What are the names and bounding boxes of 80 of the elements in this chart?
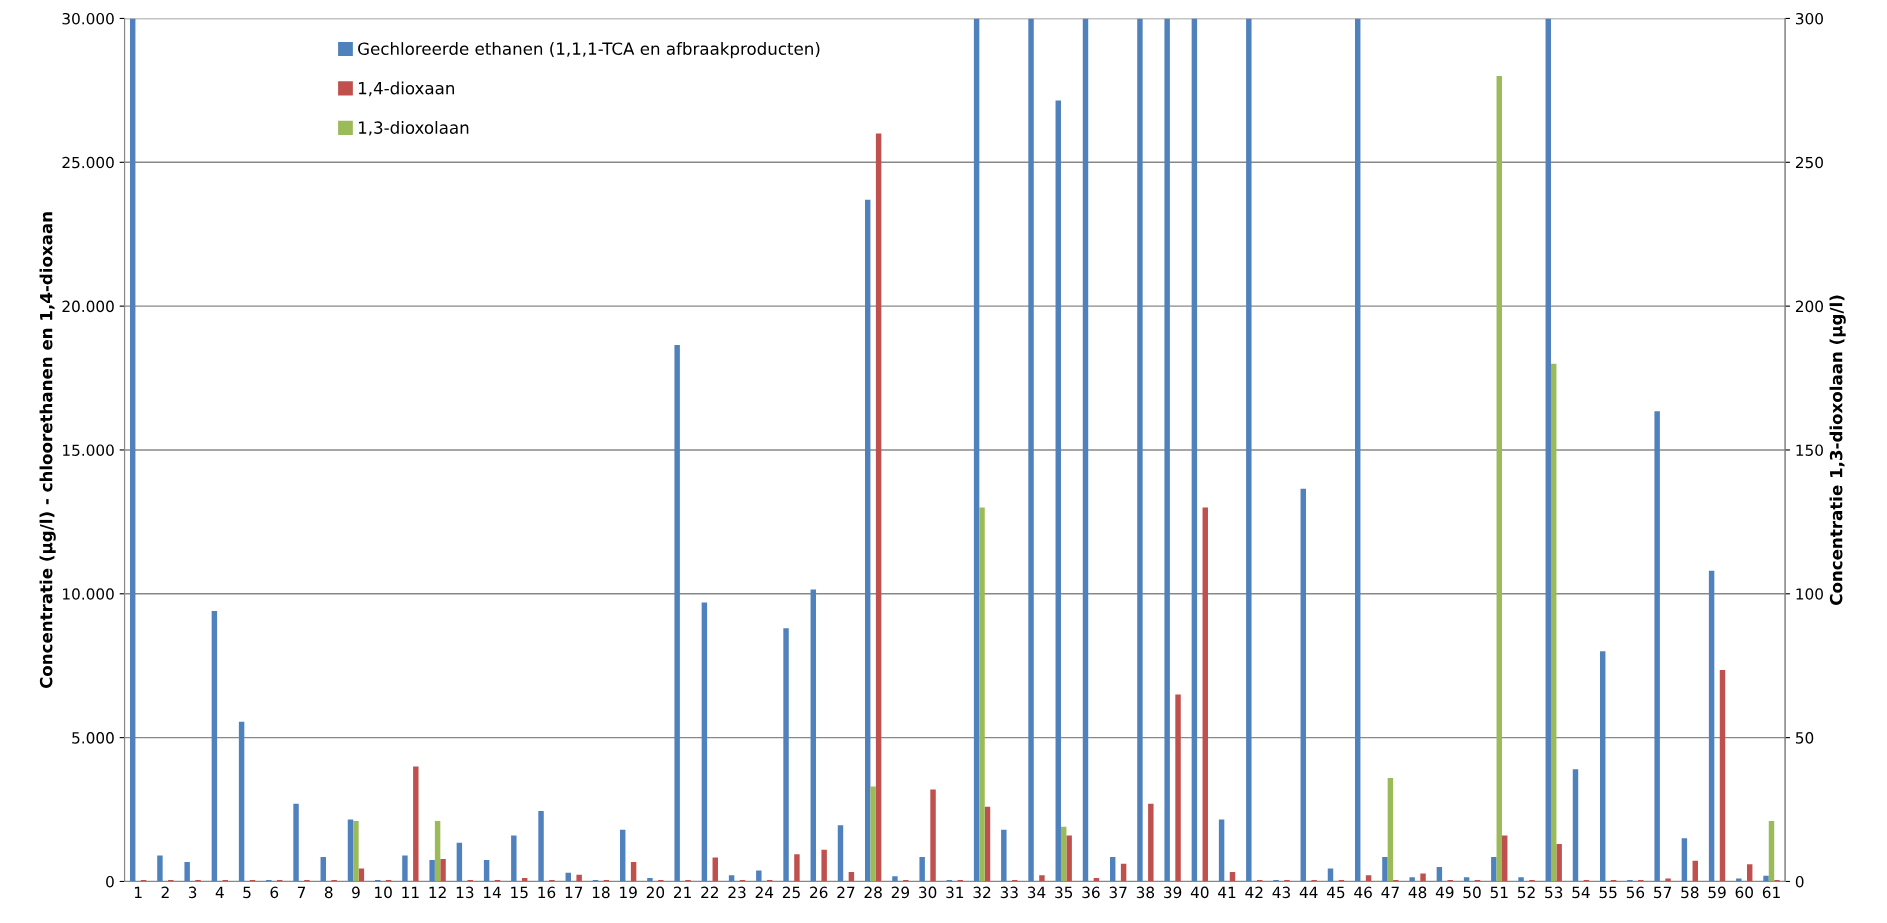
y-tick-label: 30.000 <box>62 12 114 25</box>
x-tick-label: 49 <box>1435 886 1454 899</box>
x-tick-label: 42 <box>1245 886 1263 898</box>
x-tick-label: 14 <box>484 886 501 898</box>
x-tick-label: 45 <box>1326 886 1345 899</box>
x-tick-label: 32 <box>973 886 991 899</box>
x-tick-label: 44 <box>1299 886 1318 898</box>
x-tick-label: 22 <box>701 886 719 898</box>
x-tick-label: 38 <box>1136 886 1155 899</box>
x-tick-label: 59 <box>1708 886 1726 899</box>
x-tick-label: 18 <box>592 886 610 899</box>
y2-tick-label: 50 <box>1796 732 1814 744</box>
x-tick-label: 43 <box>1272 886 1290 899</box>
x-tick-label: 37 <box>1109 886 1127 899</box>
x-tick-label: 1 <box>134 886 142 898</box>
x-tick-label: 33 <box>1000 886 1018 899</box>
x-tick-label: 36 <box>1082 886 1100 899</box>
y2-tick-label: 0 <box>1795 875 1804 888</box>
x-tick-label: 9 <box>352 886 360 899</box>
legend-label: 1,3-dioxolaan <box>358 121 469 136</box>
x-tick-label: 16 <box>538 886 556 899</box>
x-tick-label: 50 <box>1463 886 1481 899</box>
y-tick-label: 15.000 <box>63 444 114 456</box>
x-tick-label: 20 <box>646 886 665 899</box>
x-tick-label: 41 <box>1218 886 1236 898</box>
y-tick-label: 0 <box>106 875 114 888</box>
x-tick-label: 35 <box>1055 886 1073 899</box>
x-tick-label: 55 <box>1599 886 1617 899</box>
x-tick-label: 29 <box>891 886 910 899</box>
y2-tick-label: 100 <box>1796 588 1823 600</box>
legend-label: 1,4-dioxaan <box>358 81 454 97</box>
x-tick-label: 13 <box>456 886 474 899</box>
x-tick-label: 6 <box>270 886 279 899</box>
x-tick-label: 11 <box>402 886 419 898</box>
y-axis-title: Concentratie (µg/l) - chloorethanen en 1,4-dioxaan <box>39 212 56 689</box>
x-tick-label: 5 <box>243 886 251 899</box>
y2-axis-title: Concentratie 1,3-dioxolaan (µg/l) <box>1829 295 1846 605</box>
x-tick-label: 54 <box>1572 886 1590 899</box>
x-tick-label: 30 <box>919 886 937 899</box>
x-tick-label: 10 <box>375 886 392 899</box>
x-tick-label: 51 <box>1490 886 1508 899</box>
x-tick-label: 17 <box>565 886 583 898</box>
y-tick-label: 10.000 <box>63 588 114 600</box>
x-tick-label: 60 <box>1735 886 1753 899</box>
x-tick-label: 56 <box>1626 886 1645 899</box>
x-tick-label: 24 <box>755 886 774 898</box>
y-tick-label: 20.000 <box>62 300 114 313</box>
x-tick-label: 39 <box>1164 886 1182 899</box>
x-tick-label: 19 <box>620 886 637 899</box>
x-tick-label: 8 <box>324 886 333 899</box>
x-tick-label: 2 <box>161 886 169 898</box>
x-tick-label: 34 <box>1027 886 1046 899</box>
x-tick-label: 4 <box>215 886 224 898</box>
y-tick-label: 25.000 <box>62 156 114 169</box>
x-tick-label: 61 <box>1762 886 1780 899</box>
x-tick-label: 28 <box>864 886 882 899</box>
x-tick-label: 58 <box>1681 886 1699 899</box>
x-tick-label: 40 <box>1190 886 1209 899</box>
x-tick-label: 52 <box>1517 886 1535 899</box>
x-tick-label: 57 <box>1654 886 1672 899</box>
x-tick-label: 48 <box>1408 886 1427 899</box>
x-tick-label: 26 <box>810 886 828 899</box>
y-tick-label: 5.000 <box>72 732 114 744</box>
x-tick-label: 12 <box>429 886 446 898</box>
x-tick-label: 46 <box>1354 886 1372 899</box>
x-tick-label: 15 <box>511 886 528 899</box>
x-tick-label: 31 <box>946 886 964 899</box>
y2-tick-label: 250 <box>1795 156 1823 169</box>
x-tick-label: 7 <box>297 886 306 898</box>
x-tick-label: 25 <box>782 886 800 899</box>
x-tick-label: 47 <box>1381 886 1399 898</box>
y2-tick-label: 150 <box>1796 444 1823 456</box>
y2-tick-label: 200 <box>1795 300 1823 313</box>
x-tick-label: 23 <box>728 886 746 899</box>
legend-label: Gechloreerde ethanen (1,1,1-TCA en afbraakproducten) <box>358 42 820 59</box>
x-tick-label: 3 <box>188 886 197 899</box>
x-tick-label: 53 <box>1545 886 1563 899</box>
x-tick-label: 27 <box>837 886 855 898</box>
y2-tick-label: 300 <box>1795 12 1823 25</box>
x-tick-label: 21 <box>674 886 691 898</box>
